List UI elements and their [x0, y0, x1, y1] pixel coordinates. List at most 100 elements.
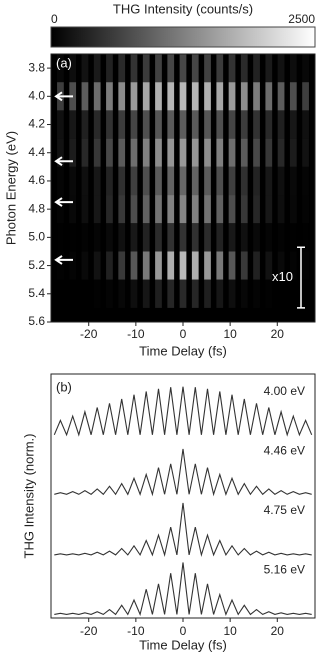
heatmap-cell [302, 82, 309, 111]
heatmap-cell [130, 82, 138, 111]
heatmap-cell [57, 110, 64, 139]
heatmap-cell [57, 279, 64, 308]
heatmap-cell [93, 54, 101, 83]
heatmap-cell [253, 110, 260, 139]
trace [54, 562, 312, 617]
heatmap-cell [289, 223, 297, 252]
heatmap-cell [130, 166, 138, 196]
heatmap-cell [240, 251, 248, 280]
heatmap-cell [69, 54, 77, 83]
heatmap-cell [253, 195, 260, 224]
heatmap-cell [106, 195, 113, 224]
heatmap-cell [204, 110, 211, 139]
trace [54, 502, 312, 558]
heatmap-cell [216, 195, 224, 224]
heatmap-cell [179, 279, 187, 308]
heatmap-cell [265, 251, 273, 280]
heatmap-cell [118, 223, 126, 252]
heatmap-cell [118, 54, 126, 83]
heatmap-cell [265, 223, 273, 252]
heatmap-cell [167, 166, 175, 196]
heatmap-cell [142, 251, 150, 280]
heatmap-cell [167, 54, 175, 83]
heatmap-cell [93, 82, 101, 111]
heatmap-cell [191, 251, 199, 280]
heatmap-cell [277, 166, 285, 196]
heatmap-cell [142, 223, 150, 252]
heatmap-cell [106, 138, 113, 167]
heatmap-cell [69, 251, 77, 280]
heatmap-cell [216, 251, 224, 280]
colorbar-tick-label: 0 [51, 12, 58, 26]
y-axis-label: THG Intensity (norm.) [21, 434, 36, 559]
arrow [54, 91, 73, 102]
heatmap-cell [167, 82, 175, 111]
heatmap-cell [81, 110, 89, 139]
heatmap-cell [289, 251, 297, 280]
annotation: x10 [272, 269, 293, 284]
heatmap-cell [179, 166, 187, 196]
heatmap-cell [240, 279, 248, 308]
arrow [54, 156, 73, 167]
heatmap-cell [265, 195, 273, 224]
heatmap-cell [253, 223, 260, 252]
heatmap-cell [81, 195, 89, 224]
trace-label: 4.00 eV [264, 384, 305, 398]
heatmap-cell [155, 166, 162, 196]
heatmap-cell [191, 195, 199, 224]
heatmap-cell [167, 279, 175, 308]
heatmap-cell [191, 279, 199, 308]
heatmap-cell [167, 223, 175, 252]
heatmap-cell [118, 195, 126, 224]
heatmap-cell [179, 54, 187, 83]
x-tick-label: -10 [127, 327, 145, 341]
heatmap-cell [81, 279, 89, 308]
heatmap-cell [289, 54, 297, 83]
heatmap-cell [155, 110, 162, 139]
colorbar-tick-label: 2500 [288, 12, 315, 26]
heatmap-cell [93, 166, 101, 196]
heatmap-cell [216, 166, 224, 196]
y-axis-label: Photon Energy (eV) [3, 131, 18, 245]
heatmap-cell [142, 82, 150, 111]
heatmap-cell [106, 251, 113, 280]
x-tick-label: 20 [271, 624, 285, 638]
heatmap-cell [57, 195, 64, 224]
heatmap-cell [142, 138, 150, 167]
y-tick-label: 5.0 [28, 230, 45, 244]
heatmap-cell [228, 223, 236, 252]
heatmap-cell [191, 166, 199, 196]
heatmap-cell [106, 166, 113, 196]
x-tick-label: -20 [80, 327, 98, 341]
plot-frame [50, 373, 316, 619]
panel-label: (a) [56, 55, 72, 70]
heatmap-cell [155, 223, 162, 252]
heatmap-cell [240, 166, 248, 196]
heatmap-cell [302, 166, 309, 196]
heatmap-cell [81, 54, 89, 83]
heatmap-cell [302, 279, 309, 308]
heatmap-cell [277, 54, 285, 83]
heatmap-cell [167, 195, 175, 224]
heatmap-cell [302, 54, 309, 83]
heatmap-cell [289, 138, 297, 167]
heatmap-cell [130, 110, 138, 139]
heatmap-cell [118, 110, 126, 139]
arrow [54, 197, 73, 207]
x-tick-label: 10 [223, 327, 237, 341]
heatmap-cell [289, 82, 297, 111]
heatmap-cell [277, 138, 285, 167]
x-tick-label: 0 [180, 327, 187, 341]
heatmap-cell [265, 82, 273, 111]
heatmap-cell [155, 138, 162, 167]
trace [53, 386, 313, 437]
heatmap-cell [240, 138, 248, 167]
heatmap-cell [179, 195, 187, 224]
heatmap-cell [167, 138, 175, 167]
heatmap-cell [277, 223, 285, 252]
heatmap-cell [302, 223, 309, 252]
heatmap-cell [265, 279, 273, 308]
heatmap-cell [130, 223, 138, 252]
heatmap-cell [57, 166, 64, 196]
